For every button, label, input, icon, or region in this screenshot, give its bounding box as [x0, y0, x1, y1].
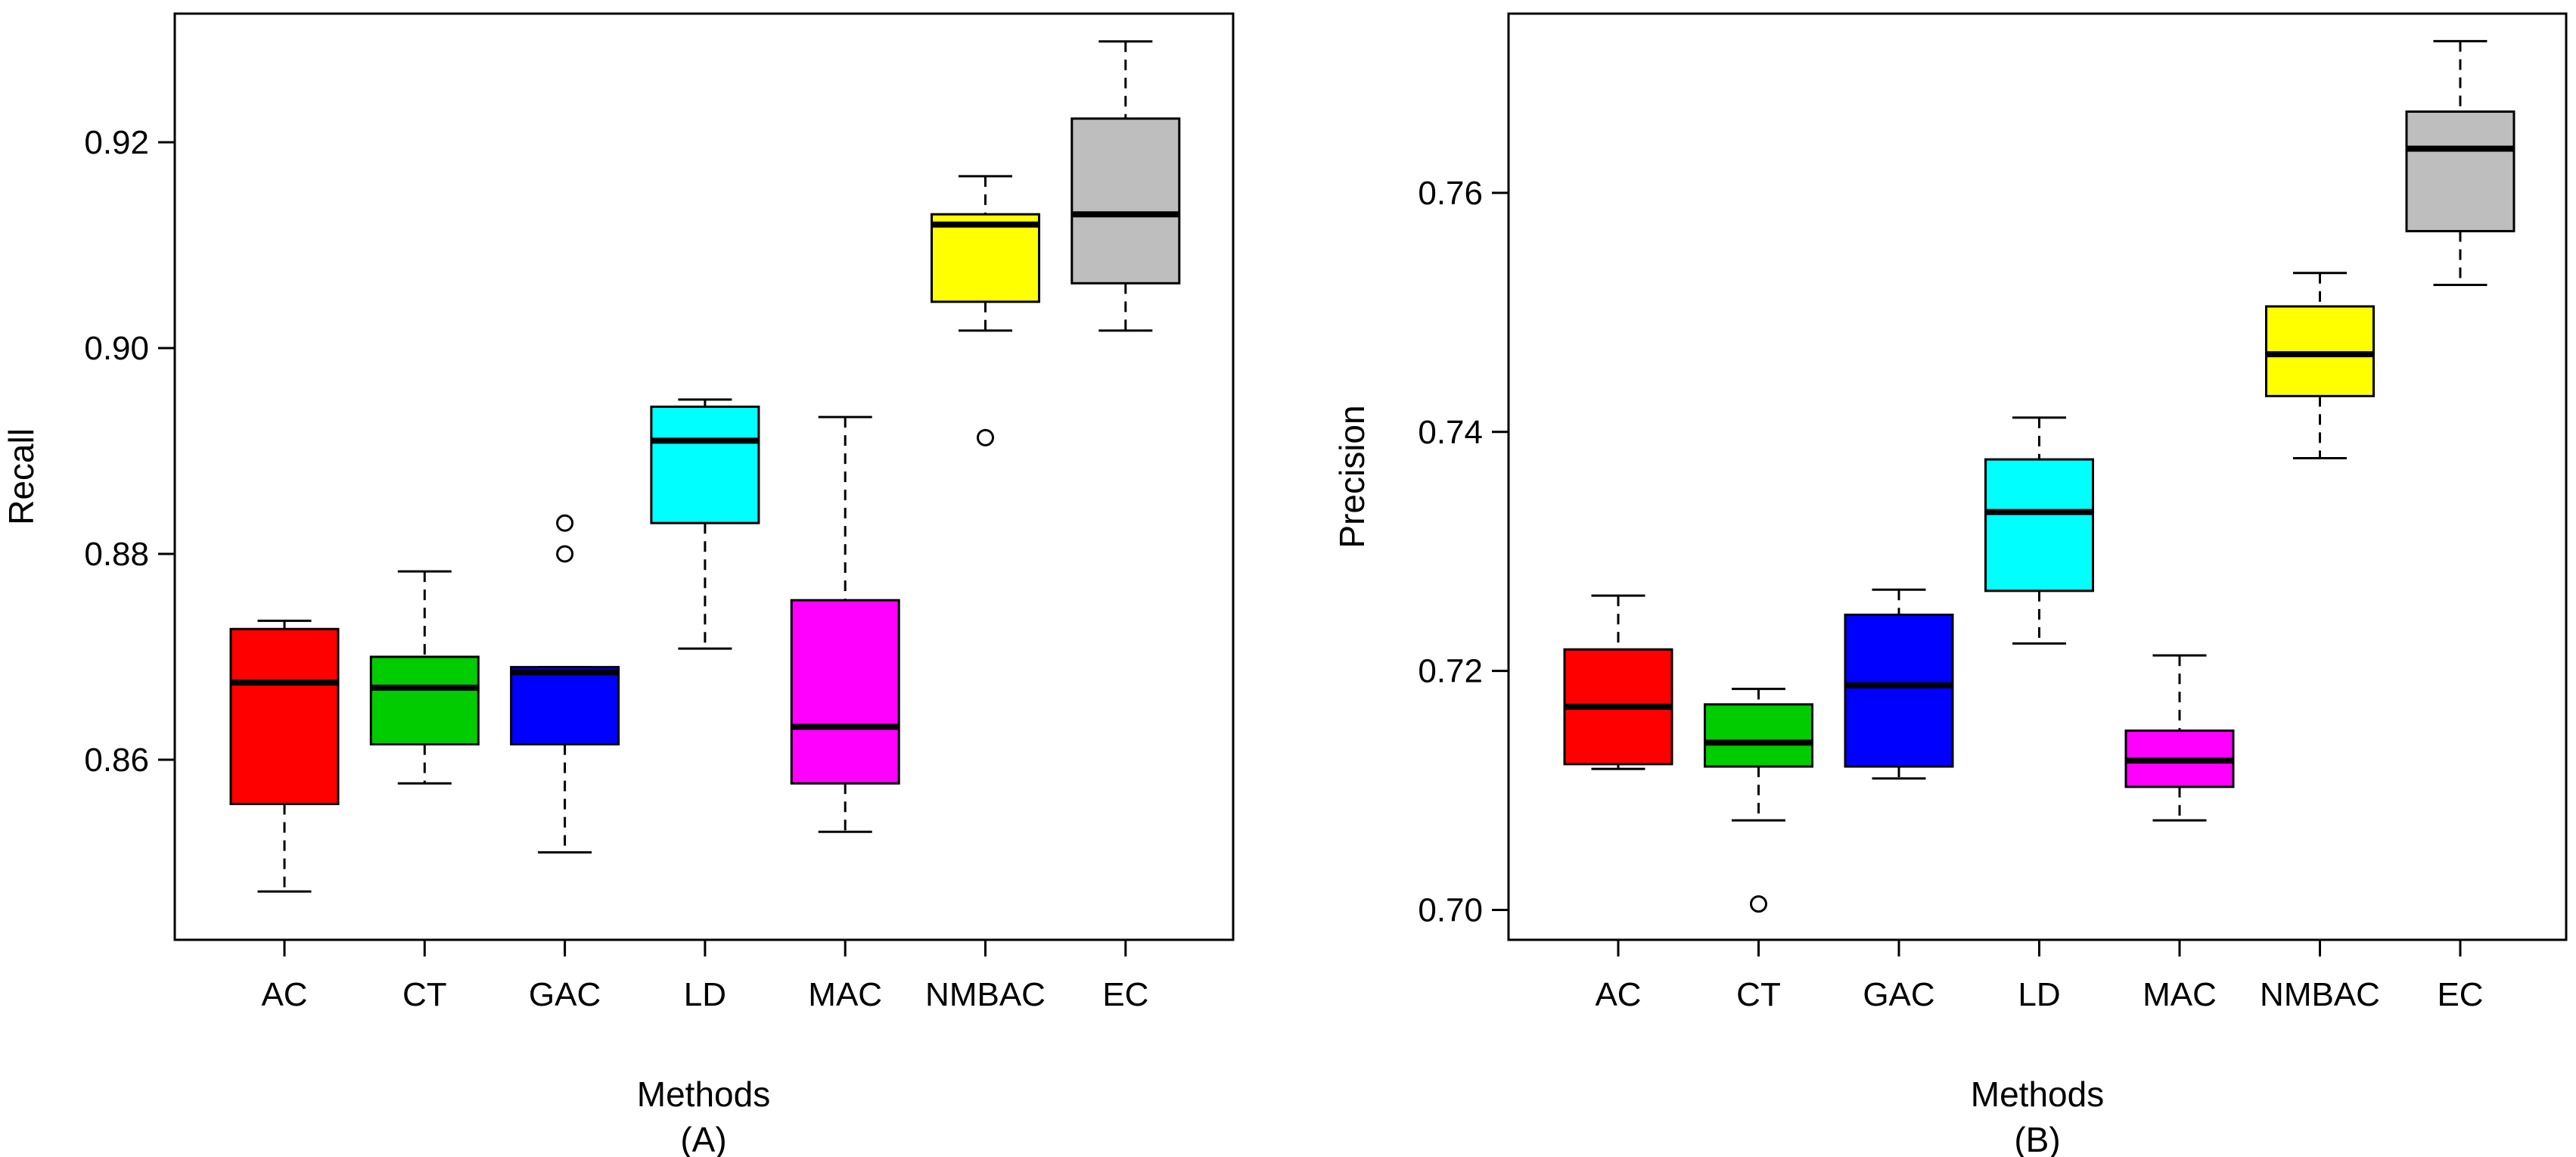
x-axis: AC CT GAC LD MAC NMBAC EC [261, 940, 1148, 1013]
plot-frame [1507, 12, 2568, 941]
x-tick-label: NMBAC [925, 976, 1046, 1013]
x-tick-label: GAC [529, 976, 601, 1013]
y-tick-label: 0.74 [1418, 414, 1483, 451]
y-tick-label: 0.88 [84, 536, 149, 573]
outlier-point [556, 514, 574, 532]
box-body [1984, 458, 2094, 592]
y-tick-label: 0.86 [84, 742, 149, 779]
y-tick-label: 0.76 [1418, 175, 1483, 212]
x-tick-label: CT [402, 976, 447, 1013]
box-gac [510, 514, 620, 854]
box-body [1070, 117, 1181, 285]
y-axis-label: Recall [2, 428, 41, 525]
y-tick-label: 0.72 [1418, 653, 1483, 690]
box-nmbac [931, 175, 1040, 446]
x-axis: AC CT GAC LD MAC NMBAC EC [1595, 940, 2484, 1013]
x-axis-label: Methods [637, 1075, 770, 1114]
box-body [931, 213, 1040, 303]
panel-label: (B) [2014, 1120, 2060, 1157]
box-body [510, 666, 620, 746]
box-ac [1563, 594, 1673, 770]
x-tick-label: MAC [2143, 976, 2217, 1013]
x-tick-label: EC [1102, 976, 1148, 1013]
x-tick-label: LD [2018, 976, 2060, 1013]
box-body [2405, 110, 2515, 232]
x-axis-label: Methods [1971, 1075, 2104, 1114]
box-gac [1844, 588, 1954, 780]
outlier-point [977, 428, 994, 446]
x-tick-label: AC [1595, 976, 1641, 1013]
recall-panel: 0.86 0.88 0.90 0.92 AC CT GAC LD MAC NMBAC EC Rec… [2, 12, 1235, 1157]
y-axis: 0.70 0.72 0.74 0.76 [1418, 175, 1509, 929]
box-ac [229, 619, 340, 893]
box-body [1844, 613, 1954, 768]
box-ct [369, 570, 480, 785]
y-axis-label: Precision [1332, 405, 1372, 548]
box-ec [1070, 40, 1181, 332]
y-tick-label: 0.90 [84, 330, 149, 367]
x-tick-label: NMBAC [2260, 976, 2380, 1013]
y-axis: 0.86 0.88 0.90 0.92 [84, 124, 175, 779]
box-ct [1704, 687, 1813, 913]
outlier-point [1750, 895, 1767, 913]
box-mac [790, 415, 900, 833]
x-tick-label: GAC [1863, 976, 1934, 1013]
box-ld [1984, 416, 2094, 645]
box-body [650, 406, 760, 524]
box-mac [2124, 654, 2235, 822]
box-body [790, 599, 900, 785]
x-tick-label: MAC [808, 976, 882, 1013]
box-ec [2405, 39, 2515, 287]
box-body [369, 655, 480, 746]
box-body [1704, 703, 1813, 768]
panel-label: (A) [680, 1120, 726, 1157]
boxplots [229, 40, 1181, 893]
x-tick-label: AC [261, 976, 307, 1013]
x-tick-label: LD [684, 976, 726, 1013]
y-tick-label: 0.92 [84, 124, 149, 161]
box-body [229, 627, 340, 805]
x-tick-label: EC [2437, 976, 2483, 1013]
boxplots [1563, 39, 2515, 913]
box-ld [650, 398, 760, 650]
outlier-point [556, 545, 574, 563]
y-tick-label: 0.70 [1418, 892, 1483, 929]
x-tick-label: CT [1736, 976, 1781, 1013]
box-nmbac [2265, 272, 2375, 460]
precision-panel: 0.70 0.72 0.74 0.76 AC CT GAC LD MAC NMBAC EC Pre… [1332, 12, 2568, 1157]
